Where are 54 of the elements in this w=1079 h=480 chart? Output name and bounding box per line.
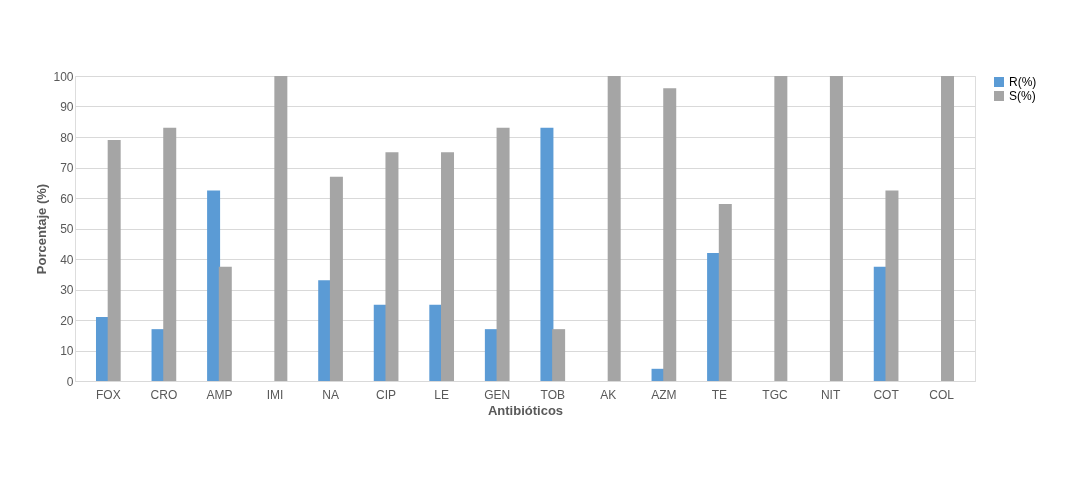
x-tick-label: COL bbox=[929, 387, 955, 402]
x-axis-title: Antibióticos bbox=[487, 402, 564, 418]
bar bbox=[663, 88, 677, 381]
bar bbox=[163, 127, 177, 381]
bar bbox=[95, 316, 109, 381]
bar bbox=[274, 76, 288, 381]
bar bbox=[707, 252, 721, 381]
y-tick-label: 20 bbox=[60, 313, 74, 328]
x-tick-label: GEN bbox=[484, 387, 511, 402]
y-tick-label: 80 bbox=[60, 130, 74, 145]
bar bbox=[107, 140, 121, 381]
x-tick-label: AMP bbox=[206, 387, 233, 402]
bar bbox=[607, 76, 621, 381]
x-tick-label: TOB bbox=[540, 387, 565, 402]
y-tick-label: 10 bbox=[60, 344, 74, 358]
legend-label: S(%) bbox=[1009, 89, 1036, 103]
y-tick-label: 50 bbox=[60, 222, 74, 236]
bar bbox=[318, 280, 332, 381]
x-tick-label: CRO bbox=[150, 387, 178, 402]
x-tick-label: NIT bbox=[820, 387, 841, 402]
bar bbox=[329, 176, 343, 381]
y-tick-label: 30 bbox=[60, 283, 74, 297]
y-tick-label: 70 bbox=[60, 161, 74, 175]
x-tick-label: TGC bbox=[762, 387, 788, 402]
x-tick-label: AK bbox=[600, 387, 617, 402]
x-tick-label: AZM bbox=[651, 387, 677, 402]
bar bbox=[829, 76, 843, 381]
bar bbox=[774, 76, 788, 381]
x-tick-label: NA bbox=[322, 387, 339, 402]
bar bbox=[429, 304, 443, 381]
bar bbox=[885, 190, 899, 381]
y-tick-label: 90 bbox=[60, 100, 74, 114]
x-tick-label: CIP bbox=[376, 387, 397, 402]
x-tick-label: LE bbox=[434, 387, 450, 402]
bar bbox=[441, 152, 455, 381]
y-tick-label: 100 bbox=[53, 69, 74, 84]
bar bbox=[385, 152, 399, 381]
bar bbox=[484, 329, 498, 381]
x-tick-label: COT bbox=[873, 387, 900, 402]
x-tick-label: IMI bbox=[266, 387, 284, 402]
bar bbox=[496, 127, 510, 381]
bar bbox=[207, 190, 221, 381]
bar bbox=[552, 329, 566, 381]
bar bbox=[718, 204, 732, 381]
bar bbox=[941, 76, 955, 381]
bar bbox=[218, 266, 232, 381]
y-tick-label: 40 bbox=[60, 252, 74, 267]
x-tick-label: TE bbox=[711, 387, 728, 402]
bar bbox=[540, 127, 554, 381]
y-tick-label: 60 bbox=[60, 191, 74, 206]
y-tick-label: 0 bbox=[66, 374, 74, 389]
y-axis-title: Porcentaje (%) bbox=[34, 183, 50, 275]
legend-label: R(%) bbox=[1009, 75, 1037, 89]
x-tick-label: FOX bbox=[96, 387, 121, 402]
